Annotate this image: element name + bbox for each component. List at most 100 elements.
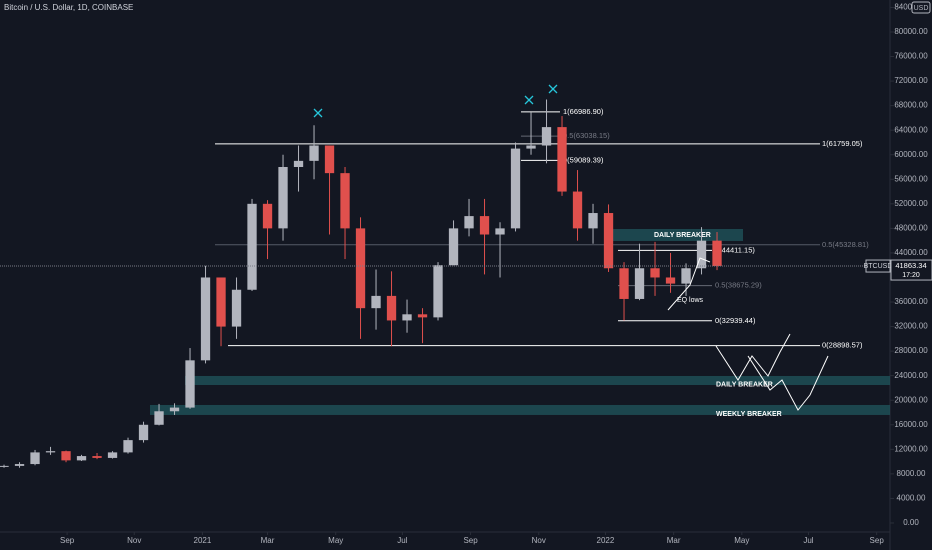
x-tick-label: Nov bbox=[127, 536, 141, 545]
candle-body bbox=[123, 440, 133, 453]
y-tick-label: 36000.00 bbox=[894, 297, 928, 306]
candle-body bbox=[262, 203, 273, 229]
candle-body bbox=[495, 228, 505, 235]
x-tick-label: May bbox=[328, 536, 343, 545]
candle-body bbox=[92, 456, 102, 458]
level-label: 1(44411.15) bbox=[715, 245, 755, 254]
zone-label: WEEKLY BREAKER bbox=[716, 411, 782, 418]
x-marker bbox=[313, 108, 323, 118]
price-badge bbox=[890, 259, 932, 281]
breaker-zone bbox=[610, 228, 743, 241]
level-label: 0.5(45328.81) bbox=[822, 240, 869, 249]
y-tick-label: 52000.00 bbox=[894, 199, 928, 208]
candle-body bbox=[588, 213, 598, 229]
currency-label: USD bbox=[914, 5, 929, 12]
x-tick-label: Jul bbox=[397, 536, 407, 545]
y-tick-label: 48000.00 bbox=[894, 223, 928, 232]
breaker-zone bbox=[150, 404, 890, 415]
y-tick-label: 60000.00 bbox=[894, 150, 928, 159]
candle-body bbox=[386, 295, 397, 321]
candle-body bbox=[402, 314, 412, 321]
zone-label: DAILY BREAKER bbox=[654, 232, 711, 239]
level-label: 0.5(63038.15) bbox=[563, 131, 610, 140]
chart-title: Bitcoin / U.S. Dollar, 1D, COINBASE bbox=[4, 3, 133, 12]
x-tick-label: Mar bbox=[261, 536, 275, 545]
zone-label: DAILY BREAKER bbox=[716, 381, 773, 388]
candle-body bbox=[61, 451, 71, 461]
candle-body bbox=[433, 265, 443, 318]
y-tick-label: 44000.00 bbox=[894, 248, 928, 257]
candle-body bbox=[355, 228, 366, 309]
candle-body bbox=[324, 145, 335, 174]
candle-body bbox=[603, 213, 614, 269]
level-label: 0.5(38675.29) bbox=[715, 281, 762, 290]
x-marker bbox=[524, 95, 534, 105]
candle-body bbox=[185, 360, 195, 408]
candle-body bbox=[30, 452, 40, 465]
level-label: 0(32939.44) bbox=[715, 316, 756, 325]
y-tick-label: 12000.00 bbox=[894, 444, 928, 453]
candle-body bbox=[526, 145, 536, 149]
x-tick-label: Sep bbox=[463, 536, 478, 545]
y-tick-label: 80000.00 bbox=[894, 27, 928, 36]
level-label: 0(28898.57) bbox=[822, 341, 863, 350]
y-tick-label: 28000.00 bbox=[894, 346, 928, 355]
candle-body bbox=[154, 411, 164, 425]
candle-body bbox=[0, 465, 9, 467]
candle-body bbox=[278, 167, 288, 229]
y-tick-label: 16000.00 bbox=[894, 420, 928, 429]
candle-body bbox=[417, 314, 428, 318]
level-label: 1(66986.90) bbox=[563, 107, 604, 116]
projection-path bbox=[667, 257, 711, 311]
symbol-label: BTCUSD bbox=[864, 263, 893, 270]
candle-body bbox=[309, 145, 319, 161]
candle-body bbox=[665, 277, 676, 284]
candle-body bbox=[107, 452, 118, 458]
candle-body bbox=[541, 127, 552, 146]
candle-body bbox=[464, 216, 474, 229]
markers bbox=[313, 84, 558, 118]
candle-body bbox=[681, 268, 691, 284]
currency-badge[interactable] bbox=[911, 1, 931, 14]
y-tick-label: 24000.00 bbox=[894, 371, 928, 380]
candle-body bbox=[76, 456, 87, 461]
x-marker bbox=[548, 84, 558, 94]
candle-body bbox=[231, 289, 242, 327]
candle-body bbox=[200, 277, 211, 361]
candle-body bbox=[45, 451, 56, 453]
x-tick-label: Sep bbox=[870, 536, 885, 545]
x-tick-label: 2022 bbox=[597, 536, 615, 545]
x-tick-label: May bbox=[734, 536, 749, 545]
projection-path bbox=[715, 333, 791, 381]
candle-body bbox=[448, 228, 459, 266]
last-price-label: 41863.34 bbox=[895, 261, 926, 270]
y-tick-label: 32000.00 bbox=[894, 322, 928, 331]
candle-body bbox=[479, 216, 490, 235]
candle-body bbox=[138, 424, 149, 441]
y-tick-label: 84000.00 bbox=[894, 3, 928, 12]
y-tick-label: 72000.00 bbox=[894, 76, 928, 85]
candle-body bbox=[216, 277, 226, 327]
symbol-badge bbox=[865, 259, 891, 273]
y-tick-label: 56000.00 bbox=[894, 174, 928, 183]
y-tick-label: 0.00 bbox=[903, 518, 919, 527]
candle-body bbox=[293, 160, 304, 168]
y-tick-label: 76000.00 bbox=[894, 52, 928, 61]
x-tick-label: Mar bbox=[667, 536, 681, 545]
x-tick-label: Nov bbox=[532, 536, 546, 545]
candle-body bbox=[510, 148, 521, 229]
candle-body bbox=[572, 191, 583, 229]
candle-body bbox=[247, 203, 257, 290]
y-tick-label: 8000.00 bbox=[897, 469, 926, 478]
y-tick-label: 4000.00 bbox=[897, 494, 926, 503]
candle-body bbox=[169, 407, 180, 412]
countdown-label: 17:20 bbox=[902, 272, 920, 279]
y-tick-label: 64000.00 bbox=[894, 125, 928, 134]
candle-body bbox=[14, 464, 25, 466]
y-tick-label: 68000.00 bbox=[894, 101, 928, 110]
level-label: 1(61759.05) bbox=[822, 139, 863, 148]
candle-body bbox=[650, 268, 660, 278]
